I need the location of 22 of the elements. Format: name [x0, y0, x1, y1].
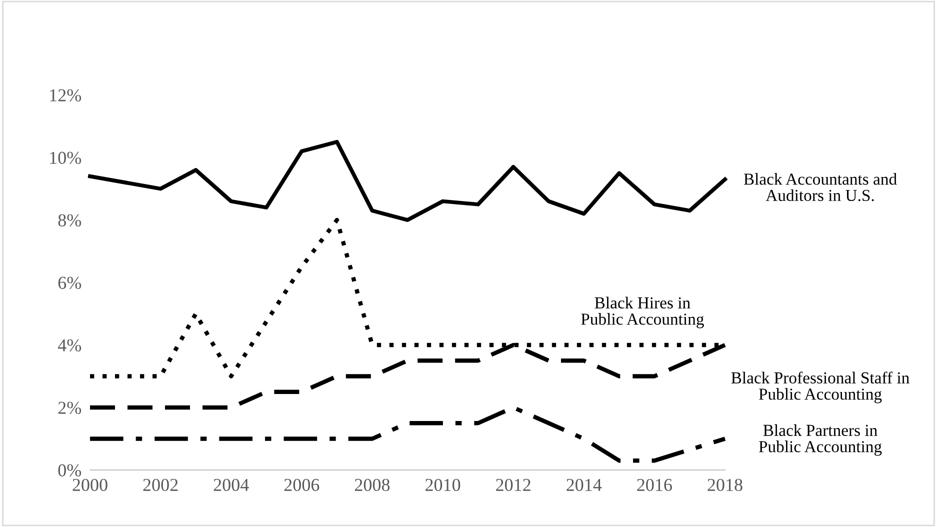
x-tick-label: 2010	[426, 478, 460, 492]
x-tick-label: 2014	[566, 478, 602, 492]
y-tick-label: 10%	[50, 152, 82, 164]
x-tick-label: 2008	[354, 478, 390, 492]
series-label: Black Accountants and Auditors in U.S.	[744, 173, 897, 202]
y-tick-label: 0%	[58, 464, 82, 476]
x-tick-label: 2012	[496, 478, 530, 492]
series-label: Black Professional Staff in Public Accounting	[731, 372, 910, 404]
y-tick-label: 2%	[58, 402, 82, 414]
x-tick-label: 2004	[214, 478, 249, 492]
series-label: Black Hires in Public Accounting	[581, 296, 704, 328]
x-tick-label: 2002	[143, 478, 178, 492]
y-tick-label: 4%	[58, 339, 82, 352]
y-tick-label: 6%	[58, 276, 82, 289]
x-tick-label: 2006	[284, 478, 320, 492]
y-tick-label: 8%	[58, 214, 82, 226]
line-series	[88, 140, 727, 222]
x-tick-label: 2018	[708, 478, 742, 492]
x-tick-label: 2000	[72, 478, 108, 492]
text: Black Partners in Public Accounting	[758, 424, 882, 456]
y-tick-label: 12%	[50, 89, 82, 102]
x-tick-label: 2016	[637, 478, 672, 492]
